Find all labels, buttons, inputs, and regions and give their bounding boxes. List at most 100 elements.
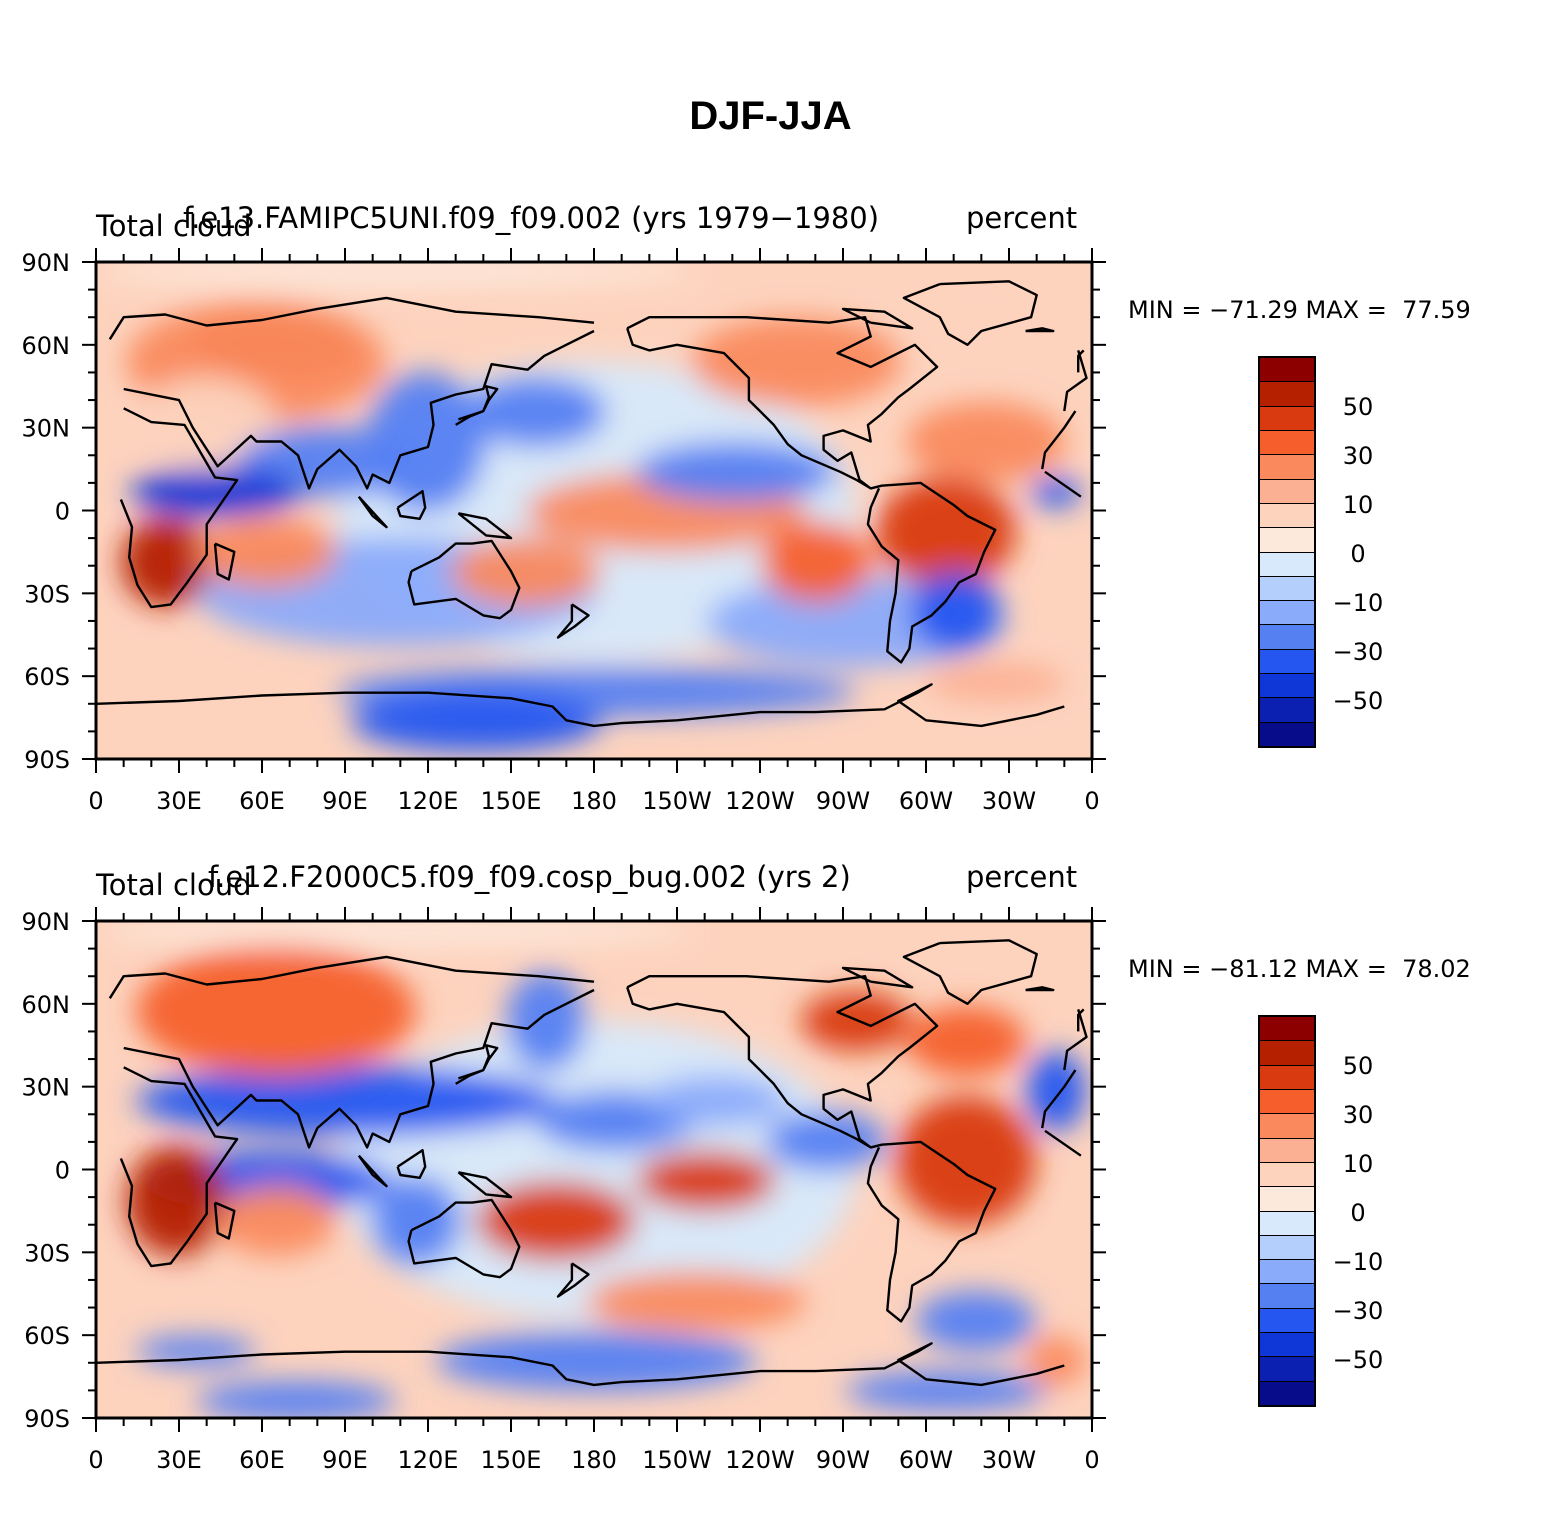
colorbar-swatch [1260, 1211, 1314, 1236]
lat-tick-label: 60N [22, 991, 71, 1019]
colorbar-label: 0 [1350, 540, 1366, 568]
colorbar-label: 30 [1342, 442, 1374, 470]
colorbar-swatch [1260, 358, 1314, 383]
lon-tick-label: 150E [481, 787, 542, 815]
colorbar-swatch [1260, 1089, 1314, 1115]
coastline [96, 1342, 1065, 1387]
min-max-stats: MIN = −81.12 MAX = 78.02 [1128, 955, 1471, 983]
lon-tick-label: 0 [1084, 1446, 1099, 1474]
colorbar-swatch [1260, 1333, 1314, 1358]
colorbar-swatch [1260, 1138, 1314, 1163]
field-blob-17 [911, 572, 1001, 652]
colorbar-label: −50 [1332, 1346, 1384, 1374]
colorbar-swatch [1260, 1187, 1314, 1212]
lat-tick-label: 90N [22, 908, 71, 936]
lon-tick-label: 0 [1084, 787, 1099, 815]
lon-tick-label: 60E [239, 787, 285, 815]
colorbar-swatch [1260, 576, 1314, 602]
lat-tick-label: 30S [24, 1239, 70, 1267]
coastline [1077, 349, 1085, 373]
field-blob-25 [96, 262, 696, 287]
lon-tick-label: 90E [322, 1446, 368, 1474]
field-blob-8 [896, 1096, 1036, 1226]
field-blob-21 [451, 537, 601, 607]
coastline [357, 495, 388, 529]
colorbar-swatch [1260, 382, 1314, 407]
lon-tick-label: 90E [322, 787, 368, 815]
field-blob-24 [891, 277, 1061, 307]
field-blob-3 [136, 946, 416, 1076]
plot-frame [94, 919, 1094, 1420]
field-blob-20 [1031, 477, 1081, 507]
field-blob-15 [636, 442, 836, 502]
coastline [841, 966, 914, 989]
lon-tick-label: 90W [816, 787, 870, 815]
colorbar-swatch [1260, 479, 1314, 504]
lon-tick-label: 0 [88, 787, 103, 815]
coastline [902, 939, 1038, 1005]
map-field [96, 921, 1092, 1418]
coastline [455, 385, 499, 426]
coastline [213, 542, 236, 581]
variable-label: Total cloud [96, 209, 252, 243]
coastline [556, 603, 590, 639]
coastline [626, 975, 939, 1149]
coastline [556, 1262, 590, 1298]
field-blob-23 [136, 1336, 256, 1366]
field-blob-19 [906, 402, 1066, 482]
lon-tick-label: 30W [982, 1446, 1036, 1474]
lon-tick-label: 30W [982, 787, 1036, 815]
lon-tick-label: 30E [156, 787, 202, 815]
field-blob-18 [1026, 1051, 1086, 1131]
variable-label: Total cloud [96, 868, 252, 902]
colorbar-swatch [1260, 1381, 1314, 1405]
lon-tick-label: 120W [725, 787, 795, 815]
field-blob-12 [466, 377, 606, 447]
coastline [902, 280, 1038, 346]
field-blob-19 [436, 1331, 756, 1391]
colorbar-swatch [1260, 1114, 1314, 1139]
colorbar-swatch [1260, 625, 1314, 650]
colorbar-swatch [1260, 1235, 1314, 1261]
coastline [119, 1066, 1082, 1268]
colorbar-swatch [1260, 698, 1314, 723]
map-field [96, 262, 1092, 759]
coastline [407, 1198, 521, 1279]
coastline [457, 512, 513, 540]
field-blob-13 [646, 1076, 786, 1126]
lon-tick-label: 120W [725, 1446, 795, 1474]
coastline [1025, 986, 1055, 992]
colorbar-swatch [1260, 649, 1314, 675]
lat-tick-label: 60S [24, 1322, 70, 1350]
colorbar-label: −10 [1332, 589, 1384, 617]
colorbar-swatch [1260, 1357, 1314, 1382]
coastline [96, 683, 1065, 728]
map-panel-2: Total cloud f.e12.F2000C5.f09_f09.cosp_b… [0, 659, 1541, 1475]
lon-tick-label: 150W [642, 787, 712, 815]
colorbar-swatch [1260, 1017, 1314, 1042]
coastline [213, 1201, 236, 1240]
lat-tick-label: 0 [55, 498, 70, 526]
lon-tick-label: 0 [88, 1446, 103, 1474]
lon-tick-label: 120E [398, 787, 459, 815]
colorbar-swatch [1260, 1260, 1314, 1285]
lon-tick-label: 180 [571, 1446, 617, 1474]
lat-tick-label: 90S [24, 746, 70, 774]
lon-tick-label: 60W [899, 787, 953, 815]
lat-tick-label: 30N [22, 415, 71, 443]
field-blob-6 [636, 1151, 776, 1211]
colorbar-swatch [1260, 1284, 1314, 1309]
lon-tick-label: 180 [571, 787, 617, 815]
field-blob-5 [216, 1186, 336, 1256]
colorbar [1258, 1015, 1316, 1407]
colorbar-swatch [1260, 552, 1314, 577]
lat-tick-label: 60N [22, 332, 71, 360]
colorbar-label: −10 [1332, 1248, 1384, 1276]
coastline [866, 481, 997, 664]
coastline [396, 1149, 427, 1179]
colorbar-swatch [1260, 722, 1314, 746]
colorbar-label: −30 [1332, 1297, 1384, 1325]
lat-tick-label: 90N [22, 249, 71, 277]
coastline [119, 407, 1082, 609]
min-max-stats: MIN = −71.29 MAX = 77.59 [1128, 296, 1471, 324]
